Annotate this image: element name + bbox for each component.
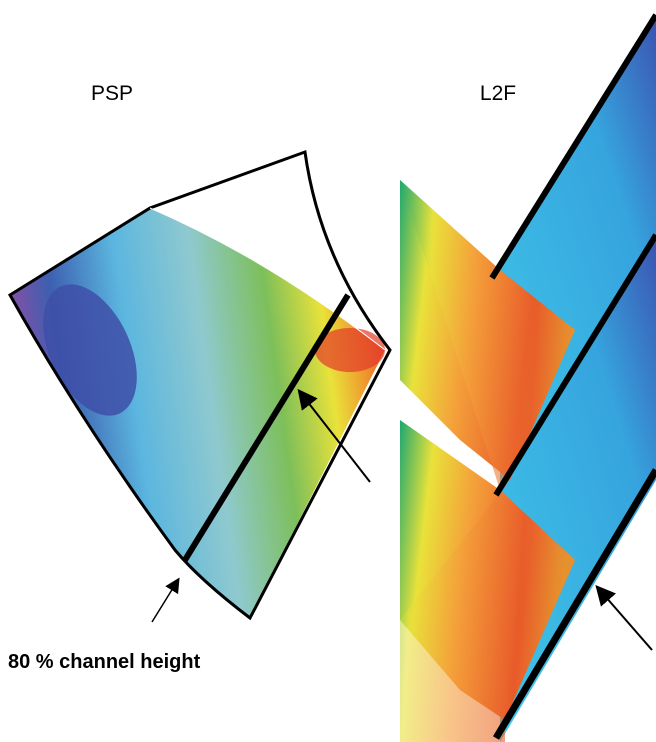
right-label: L2F xyxy=(480,82,516,105)
l2f-contour xyxy=(400,15,656,742)
psp-contour xyxy=(10,152,390,622)
figure: PSP L2F 80 % channel height xyxy=(0,0,656,742)
annotation: 80 % channel height xyxy=(8,651,201,673)
left-label: PSP xyxy=(91,82,133,105)
